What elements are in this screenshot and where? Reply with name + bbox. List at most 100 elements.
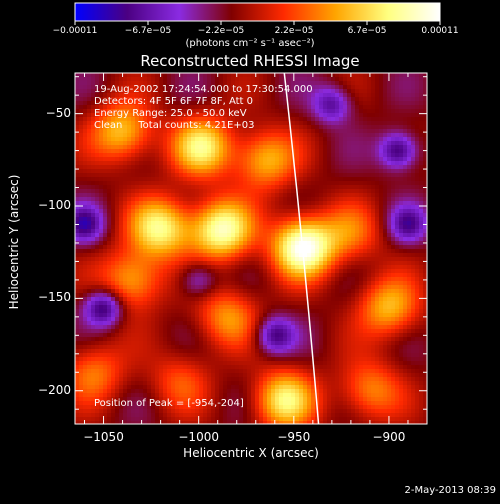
heatmap-cell [151,173,156,178]
heatmap-cell [371,213,376,218]
heatmap-cell [123,269,128,274]
heatmap-cell [391,161,396,166]
heatmap-cell [119,141,124,146]
heatmap-cell [191,297,196,302]
heatmap-cell [195,137,200,142]
heatmap-cell [311,241,316,246]
heatmap-cell [155,193,160,198]
heatmap-cell [95,261,100,266]
heatmap-cell [311,109,316,114]
heatmap-cell [99,133,104,138]
heatmap-cell [351,93,356,98]
heatmap-cell [147,133,152,138]
heatmap-cell [419,85,424,90]
heatmap-cell [159,221,164,226]
heatmap-cell [355,157,360,162]
heatmap-cell [223,149,228,154]
heatmap-cell [115,173,120,178]
heatmap-cell [279,141,284,146]
heatmap-cell [99,209,104,214]
heatmap-cell [87,201,92,206]
heatmap-cell [207,185,212,190]
heatmap-cell [139,277,144,282]
heatmap-cell [255,277,260,282]
heatmap-cell [91,153,96,158]
heatmap-cell [87,125,92,130]
heatmap-cell [291,125,296,130]
heatmap-cell [343,289,348,294]
heatmap-cell [159,241,164,246]
heatmap-cell [287,233,292,238]
heatmap-cell [343,261,348,266]
heatmap-cell [347,249,352,254]
heatmap-cell [299,197,304,202]
heatmap-cell [107,261,112,266]
heatmap-cell [339,253,344,258]
heatmap-cell [411,245,416,250]
heatmap-cell [407,177,412,182]
heatmap-cell [355,281,360,286]
heatmap-cell [211,221,216,226]
heatmap-cell [399,197,404,202]
heatmap-cell [219,185,224,190]
heatmap-cell [95,77,100,82]
heatmap-cell [407,197,412,202]
heatmap-cell [411,181,416,186]
heatmap-cell [327,249,332,254]
heatmap-cell [227,253,232,258]
heatmap-cell [411,249,416,254]
heatmap-cell [283,249,288,254]
heatmap-cell [83,269,88,274]
heatmap-cell [179,185,184,190]
heatmap-cell [411,257,416,262]
heatmap-cell [375,257,380,262]
heatmap-cell [399,169,404,174]
heatmap-cell [247,153,252,158]
heatmap-cell [403,121,408,126]
heatmap-cell [363,233,368,238]
heatmap-cell [279,73,284,78]
heatmap-cell [211,241,216,246]
heatmap-cell [211,193,216,198]
heatmap-cell [367,81,372,86]
heatmap-cell [287,229,292,234]
heatmap-cell [283,125,288,130]
heatmap-cell [307,217,312,222]
heatmap-cell [359,285,364,290]
heatmap-cell [391,121,396,126]
heatmap-cell [387,105,392,110]
heatmap-cell [287,285,292,290]
heatmap-cell [259,177,264,182]
heatmap-cell [283,281,288,286]
heatmap-cell [311,257,316,262]
heatmap-cell [291,225,296,230]
heatmap-cell [403,93,408,98]
heatmap-cell [327,185,332,190]
heatmap-cell [375,229,380,234]
heatmap-cell [311,205,316,210]
heatmap-cell [395,181,400,186]
heatmap-cell [267,241,272,246]
heatmap-cell [219,221,224,226]
heatmap-cell [179,289,184,294]
heatmap-cell [111,201,116,206]
heatmap-cell [139,77,144,82]
heatmap-cell [379,125,384,130]
heatmap-cell [339,225,344,230]
heatmap-cell [267,157,272,162]
heatmap-cell [371,81,376,86]
heatmap-cell [215,285,220,290]
heatmap-cell [191,245,196,250]
heatmap-cell [131,213,136,218]
heatmap-cell [119,157,124,162]
heatmap-cell [407,293,412,298]
heatmap-cell [155,237,160,242]
heatmap-cell [315,125,320,130]
heatmap-cell [83,189,88,194]
heatmap-cell [103,269,108,274]
heatmap-cell [375,233,380,238]
heatmap-cell [355,173,360,178]
heatmap-cell [263,109,268,114]
heatmap-cell [155,249,160,254]
heatmap-cell [167,233,172,238]
